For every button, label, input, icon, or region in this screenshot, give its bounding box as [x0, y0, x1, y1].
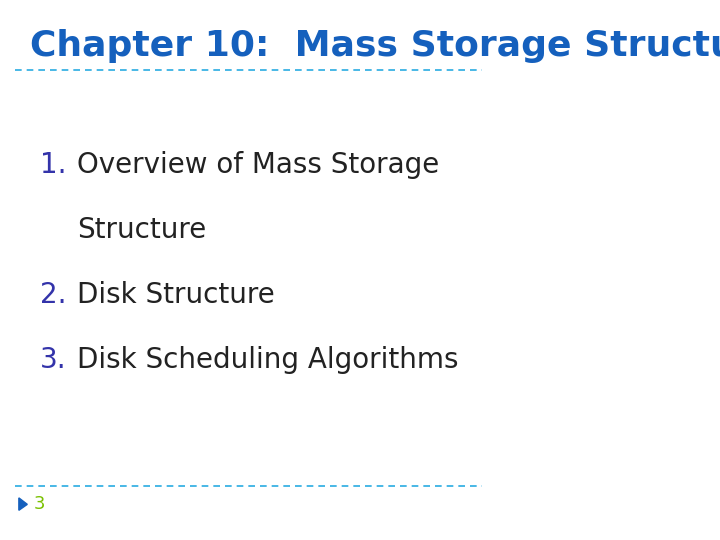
Text: 1.: 1. [40, 151, 66, 179]
Text: Structure: Structure [77, 216, 206, 244]
Text: Disk Structure: Disk Structure [77, 281, 275, 309]
Text: 3.: 3. [40, 346, 66, 374]
Text: Overview of Mass Storage: Overview of Mass Storage [77, 151, 439, 179]
Text: Chapter 10:  Mass Storage Structure: Chapter 10: Mass Storage Structure [30, 29, 720, 63]
Polygon shape [19, 498, 27, 510]
Text: Disk Scheduling Algorithms: Disk Scheduling Algorithms [77, 346, 459, 374]
Text: 3: 3 [34, 495, 45, 514]
Text: 2.: 2. [40, 281, 66, 309]
